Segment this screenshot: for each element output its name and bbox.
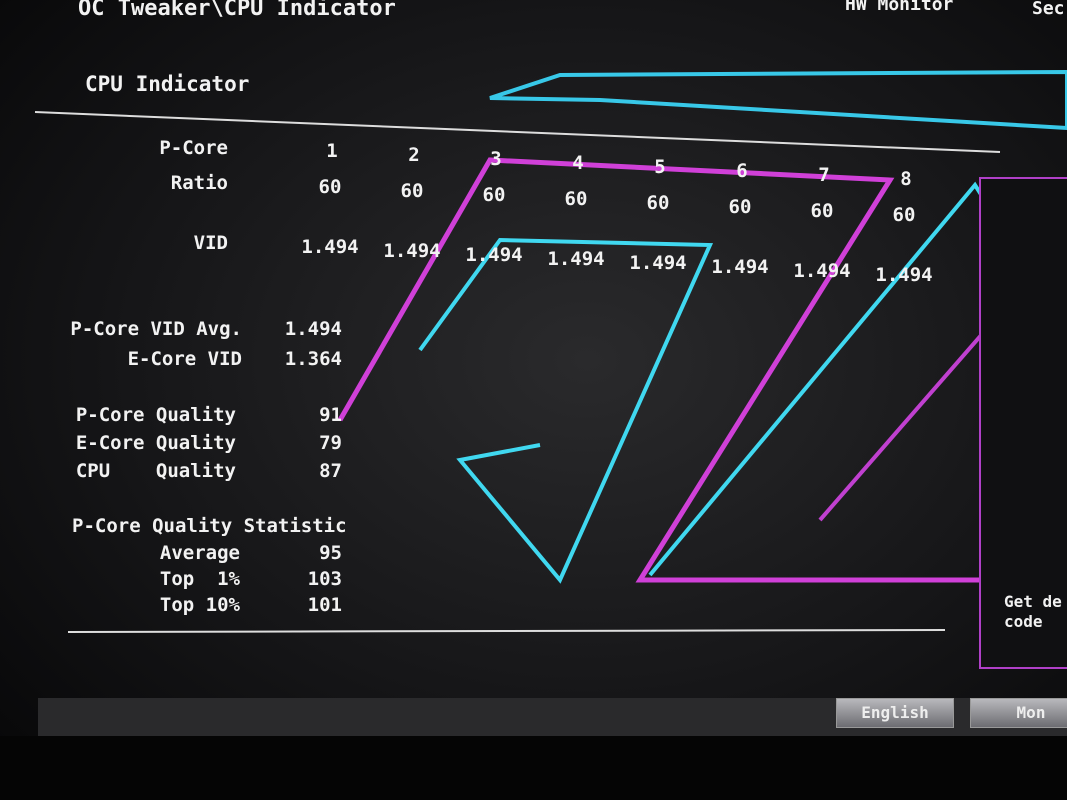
stat-value: 95	[319, 542, 342, 564]
cell-value: 1.494	[301, 236, 359, 258]
footer-button[interactable]: Mon	[970, 698, 1067, 728]
core-number: 2	[408, 144, 420, 166]
cell-value: 1.494	[465, 244, 523, 266]
help-text: code	[1004, 612, 1043, 631]
stat-label: P-Core Quality	[75, 404, 236, 426]
cell-value: 60	[482, 184, 506, 206]
stat-label: E-Core Quality	[75, 432, 236, 454]
stat-value: 103	[307, 568, 342, 590]
stat-label: Average	[159, 542, 240, 564]
cell-value: 60	[728, 196, 752, 218]
cell-value: 1.494	[383, 240, 441, 262]
cell-value: 60	[318, 176, 342, 198]
cell-value: 60	[400, 180, 424, 202]
core-number: 3	[490, 148, 502, 170]
stat-label: P-Core VID Avg.	[70, 318, 242, 340]
tab[interactable]: HW Monitor	[845, 0, 954, 15]
core-number: 7	[818, 164, 830, 186]
cell-value: 60	[564, 188, 588, 210]
stat-label: Top 10%	[159, 594, 240, 616]
cell-value: 1.494	[547, 248, 605, 270]
stat-label: E-Core VID	[127, 348, 242, 370]
cell-value: 1.494	[629, 252, 687, 274]
stat-label: Top 1%	[159, 568, 240, 590]
stat-value: 1.364	[284, 348, 342, 370]
section-title: CPU Indicator	[85, 72, 250, 96]
stat-value: 79	[319, 432, 342, 454]
core-number: 1	[326, 140, 338, 162]
cell-value: 60	[646, 192, 670, 214]
cell-value: 60	[810, 200, 834, 222]
stat-value: 91	[319, 404, 342, 426]
row-label: P-Core	[159, 137, 228, 159]
help-text: Get de	[1004, 592, 1062, 611]
cell-value: 60	[892, 204, 916, 226]
row-label: Ratio	[170, 172, 228, 194]
breadcrumb: OC Tweaker\CPU Indicator	[78, 0, 396, 21]
statistic-title: P-Core Quality Statistic	[72, 515, 347, 537]
cell-value: 1.494	[711, 256, 769, 278]
stat-value: 87	[319, 460, 342, 482]
tab[interactable]: Sec	[1032, 0, 1065, 19]
language-button[interactable]: English	[836, 698, 954, 728]
core-number: 4	[572, 152, 584, 174]
core-number: 6	[736, 160, 748, 182]
stat-value: 101	[307, 594, 342, 616]
core-number: 5	[654, 156, 666, 178]
cell-value: 1.494	[875, 264, 933, 286]
core-number: 8	[900, 168, 912, 190]
stat-value: 1.494	[284, 318, 342, 340]
row-label: VID	[193, 232, 228, 254]
cell-value: 1.494	[793, 260, 851, 282]
stat-label: CPU Quality	[75, 460, 236, 482]
